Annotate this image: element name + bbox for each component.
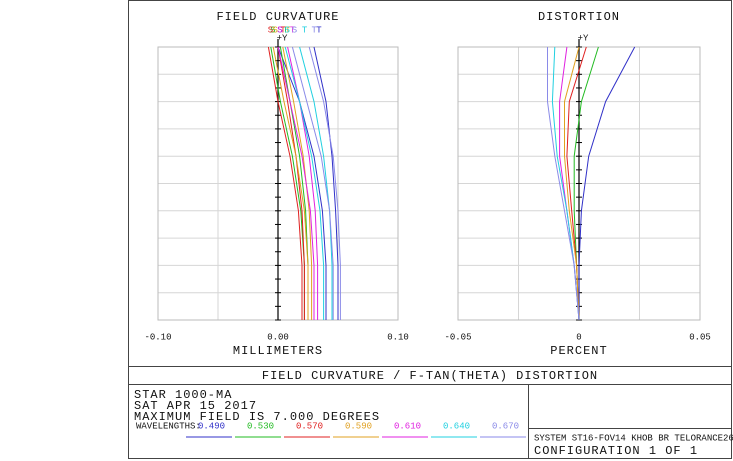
x-tick-label: 0.00 — [267, 332, 289, 342]
x-tick-label: 0 — [576, 332, 581, 342]
wavelength: 0.670 — [492, 421, 519, 431]
series-line — [547, 47, 580, 321]
series-label: T — [311, 25, 317, 35]
series-label: T — [283, 25, 289, 35]
series-label: T — [285, 25, 291, 35]
chart-title: DISTORTION — [538, 10, 620, 24]
series-line — [291, 46, 334, 320]
series-line — [578, 46, 636, 320]
axis-label: PERCENT — [550, 344, 607, 358]
series-line — [277, 46, 315, 320]
series-label: S — [270, 25, 275, 35]
wavelength: 0.610 — [394, 421, 421, 431]
x-tick-label: -0.05 — [444, 332, 471, 342]
wavelength: 0.570 — [296, 421, 323, 431]
series-line — [308, 46, 341, 320]
y-axis-label: +Y — [277, 33, 288, 43]
x-tick-label: 0.05 — [689, 332, 711, 342]
system-file: SYSTEM ST16-FOV14 KHOB BR TELORANCE26-01… — [534, 433, 733, 443]
footer-title: FIELD CURVATURE / F-TAN(THETA) DISTORTIO… — [262, 369, 598, 383]
y-axis-label: +Y — [578, 33, 589, 43]
footer-line: MAXIMUM FIELD IS 7.000 DEGREES — [134, 410, 380, 424]
series-label: T — [316, 25, 322, 35]
series-line — [272, 46, 309, 320]
series-label: T — [280, 25, 286, 35]
axis-label: MILLIMETERS — [233, 344, 323, 358]
series-line — [313, 46, 339, 320]
footer-line: SAT APR 15 2017 — [134, 399, 257, 413]
x-tick-label: 0.10 — [387, 332, 409, 342]
series-label: S — [277, 25, 282, 35]
wavelength: 0.590 — [345, 421, 372, 431]
series-line — [299, 46, 333, 320]
series-line — [564, 46, 580, 321]
wavelength: 0.530 — [247, 421, 274, 431]
series-line — [277, 46, 327, 320]
x-tick-label: -0.10 — [144, 332, 171, 342]
series-label: S — [272, 25, 277, 35]
series-label: S — [292, 25, 297, 35]
wavelength: 0.640 — [443, 421, 470, 431]
wavelength: 0.490 — [198, 421, 225, 431]
series-label: S — [268, 25, 273, 35]
chart-title: FIELD CURVATURE — [216, 10, 339, 24]
series-line — [277, 46, 305, 320]
configuration: CONFIGURATION 1 OF 1 — [534, 444, 698, 458]
wavelengths-label: WAVELENGTHS: — [136, 421, 201, 431]
series-line — [267, 46, 303, 320]
series-line — [284, 46, 325, 320]
footer-line: STAR 1000-MA — [134, 388, 232, 402]
series-label: T — [302, 25, 308, 35]
series-label: T — [290, 25, 296, 35]
series-label: S — [284, 25, 289, 35]
series-label: S — [277, 25, 282, 35]
